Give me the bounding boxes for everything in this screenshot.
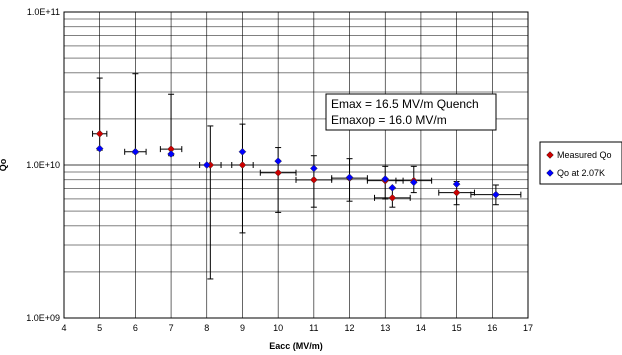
legend-marker-1 xyxy=(546,169,554,177)
qo-207k-point xyxy=(309,164,318,173)
legend-label-1: Qo at 2.07K xyxy=(557,168,605,178)
x-tick-label: 16 xyxy=(487,323,497,333)
x-tick-label: 6 xyxy=(133,323,138,333)
x-tick-label: 7 xyxy=(169,323,174,333)
x-tick-label: 13 xyxy=(380,323,390,333)
qo-207k-point xyxy=(202,161,211,169)
y-axis-ticks: 1.0E+09 1.0E+10 1.0E+11 xyxy=(26,7,60,323)
y-tick-label: 1.0E+11 xyxy=(27,7,60,17)
measured-qo-point xyxy=(309,175,318,184)
x-tick-label: 17 xyxy=(523,323,533,333)
grid-lines xyxy=(63,12,529,319)
y-axis-label: Qo xyxy=(0,158,8,171)
y-tick-label: 1.0E+10 xyxy=(26,160,60,170)
annotation-line-2: Emaxop = 16.0 MV/m xyxy=(331,113,447,127)
x-axis-ticks: 4 5 6 7 8 9 10 11 12 13 14 15 16 17 xyxy=(61,323,533,333)
qo-207k-point xyxy=(492,190,500,199)
measured-qo-point xyxy=(238,161,247,169)
qo-207k-point xyxy=(167,150,175,158)
x-tick-label: 5 xyxy=(97,323,102,333)
error-bars xyxy=(92,73,522,280)
qo-207k-point xyxy=(345,173,354,182)
qo-207k-point xyxy=(238,147,247,156)
qo-207k-point xyxy=(388,183,397,192)
plot-area-frame xyxy=(63,11,529,319)
measured-qo-point xyxy=(274,168,283,177)
x-tick-label: 12 xyxy=(345,323,355,333)
measured-qo-point xyxy=(95,129,104,138)
legend: Measured Qo Qo at 2.07K xyxy=(539,141,622,185)
measured-qo-point xyxy=(452,188,461,197)
x-axis-label: Eacc (MV/m) xyxy=(269,341,323,351)
annotation-box: Emax = 16.5 MV/m Quench Emaxop = 16.0 MV… xyxy=(325,93,497,131)
qo-207k-point xyxy=(131,147,140,156)
qo-207k-point xyxy=(409,178,418,187)
x-tick-label: 11 xyxy=(309,323,318,333)
x-tick-label: 8 xyxy=(204,323,209,333)
measured-qo-point xyxy=(388,193,397,202)
x-tick-label: 15 xyxy=(452,323,462,333)
annotation-line-1: Emax = 16.5 MV/m Quench xyxy=(331,97,479,111)
x-tick-label: 10 xyxy=(273,323,283,333)
x-tick-label: 9 xyxy=(240,323,245,333)
qo-207k-point xyxy=(274,157,283,165)
x-tick-label: 14 xyxy=(416,323,426,333)
x-tick-label: 4 xyxy=(61,323,66,333)
data-markers xyxy=(95,129,500,202)
qo-207k-point xyxy=(95,144,104,153)
qo-207k-point xyxy=(381,175,390,183)
legend-marker-0 xyxy=(546,151,554,159)
qo-207k-point xyxy=(452,180,461,188)
y-tick-label: 1.0E+09 xyxy=(26,313,60,323)
legend-label-0: Measured Qo xyxy=(557,150,612,160)
